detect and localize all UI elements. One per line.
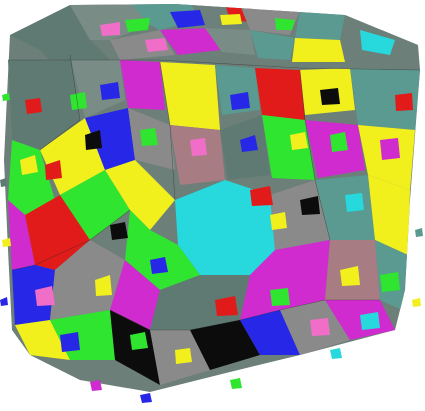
- front-face-grains: [8, 60, 420, 385]
- grain-boundaries: [8, 54, 421, 331]
- debris-particles: [0, 93, 423, 403]
- top-face-grains: [10, 4, 418, 70]
